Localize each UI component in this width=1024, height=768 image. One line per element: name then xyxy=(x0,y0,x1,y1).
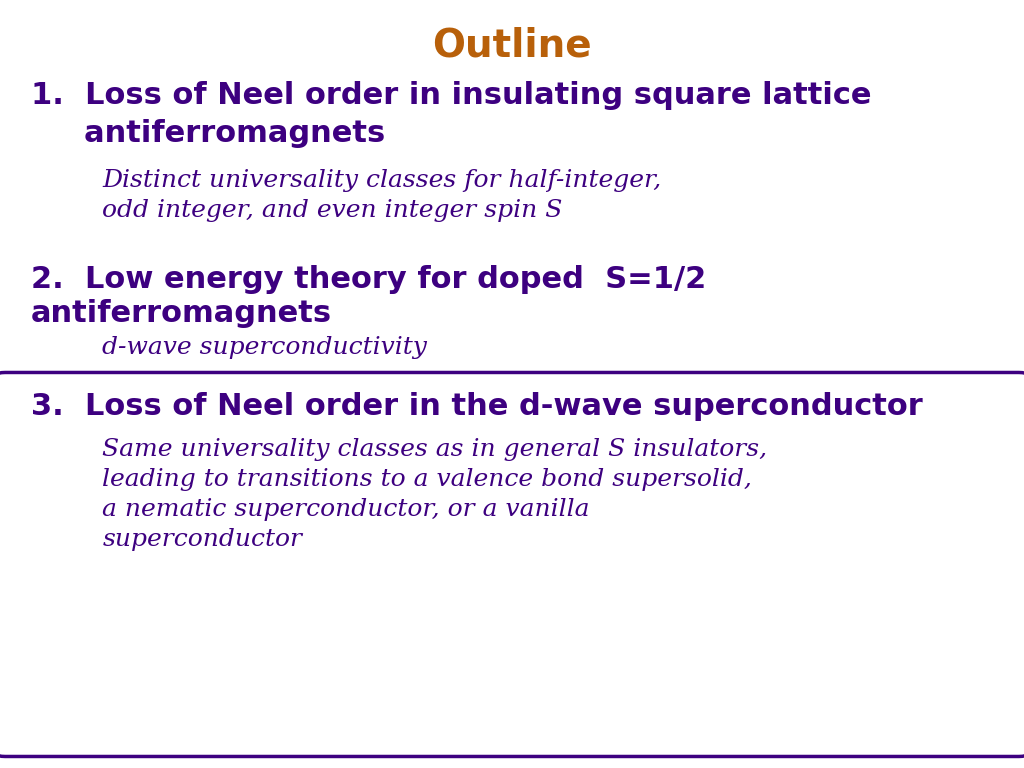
FancyBboxPatch shape xyxy=(0,372,1024,756)
Text: 1.  Loss of Neel order in insulating square lattice: 1. Loss of Neel order in insulating squa… xyxy=(31,81,871,110)
Text: antiferromagnets: antiferromagnets xyxy=(31,119,385,148)
Text: Outline: Outline xyxy=(432,27,592,65)
Text: 2.  Low energy theory for doped  S=1/2
antiferromagnets: 2. Low energy theory for doped S=1/2 ant… xyxy=(31,265,706,328)
Text: d-wave superconductivity: d-wave superconductivity xyxy=(102,336,427,359)
Text: 3.  Loss of Neel order in the d-wave superconductor: 3. Loss of Neel order in the d-wave supe… xyxy=(31,392,923,421)
Text: Distinct universality classes for half-integer,
odd integer, and even integer sp: Distinct universality classes for half-i… xyxy=(102,169,662,222)
Text: Same universality classes as in general S insulators,
leading to transitions to : Same universality classes as in general … xyxy=(102,438,768,551)
